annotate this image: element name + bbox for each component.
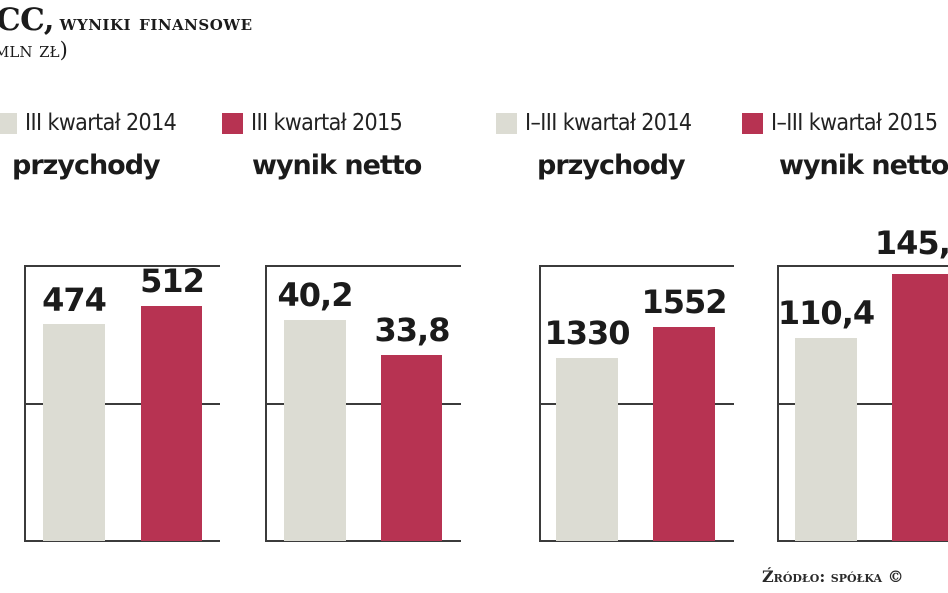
legend-swatch-gray	[496, 112, 517, 134]
legend-label: III kwartał 2015	[251, 110, 403, 136]
value-label-2014: 474	[42, 281, 107, 319]
bar-2014	[556, 358, 618, 541]
legend-swatch-red	[222, 112, 243, 134]
panel-title-net-q1q3: wynik netto	[779, 150, 948, 181]
value-label-2014: 40,2	[277, 276, 354, 314]
gridline-mid	[24, 403, 220, 405]
bar-2014	[43, 324, 105, 541]
gridline-top	[777, 265, 948, 267]
legend-swatch-gray	[0, 112, 17, 134]
legend-item-q1-q3-2014: I–III kwartał 2014	[496, 109, 692, 137]
panel-title-revenue-q1q3: przychody	[537, 150, 686, 181]
gridline-mid	[777, 403, 948, 405]
gridline-top	[265, 265, 461, 267]
source-note: Źródło: spółka ©	[762, 567, 904, 586]
panel-title-revenue-q3: przychody	[12, 150, 161, 181]
bar-2015	[141, 306, 202, 541]
gridline-top	[24, 265, 220, 267]
value-label-2015: 1552	[641, 283, 727, 321]
bar-2014	[795, 338, 857, 541]
bar-2015	[653, 327, 715, 541]
gridline-mid	[265, 403, 461, 405]
title-text: wyniki finansowe	[59, 10, 253, 36]
legend-item-q3-2015: III kwartał 2015	[222, 109, 403, 137]
bar-2014	[284, 320, 346, 541]
gridline-top	[539, 265, 734, 267]
legend-label: I–III kwartał 2014	[525, 110, 692, 136]
bar-2015	[381, 355, 442, 541]
legend-swatch-red	[742, 112, 763, 134]
value-label-2015: 145,4	[874, 224, 948, 262]
chart-title: CC, wyniki finansowe	[0, 2, 253, 38]
value-label-2015: 33,8	[374, 311, 451, 349]
title-company: CC,	[0, 2, 55, 38]
baseline	[24, 540, 220, 542]
baseline	[777, 540, 948, 542]
value-label-2014: 110,4	[777, 294, 875, 332]
value-label-2015: 512	[140, 262, 205, 300]
baseline	[539, 540, 734, 542]
legend-label: III kwartał 2014	[25, 110, 177, 136]
value-label-2014: 1330	[544, 314, 630, 352]
legend-item-q3-2014: III kwartał 2014	[0, 109, 177, 137]
legend-item-q1-q3-2015: I–III kwartał 2015	[742, 109, 938, 137]
chart-subtitle: mln zł)	[0, 38, 68, 62]
baseline	[265, 540, 461, 542]
bar-2015	[892, 274, 948, 541]
gridline-mid	[539, 403, 734, 405]
legend-label: I–III kwartał 2015	[771, 110, 938, 136]
panel-title-net-q3: wynik netto	[252, 150, 422, 181]
